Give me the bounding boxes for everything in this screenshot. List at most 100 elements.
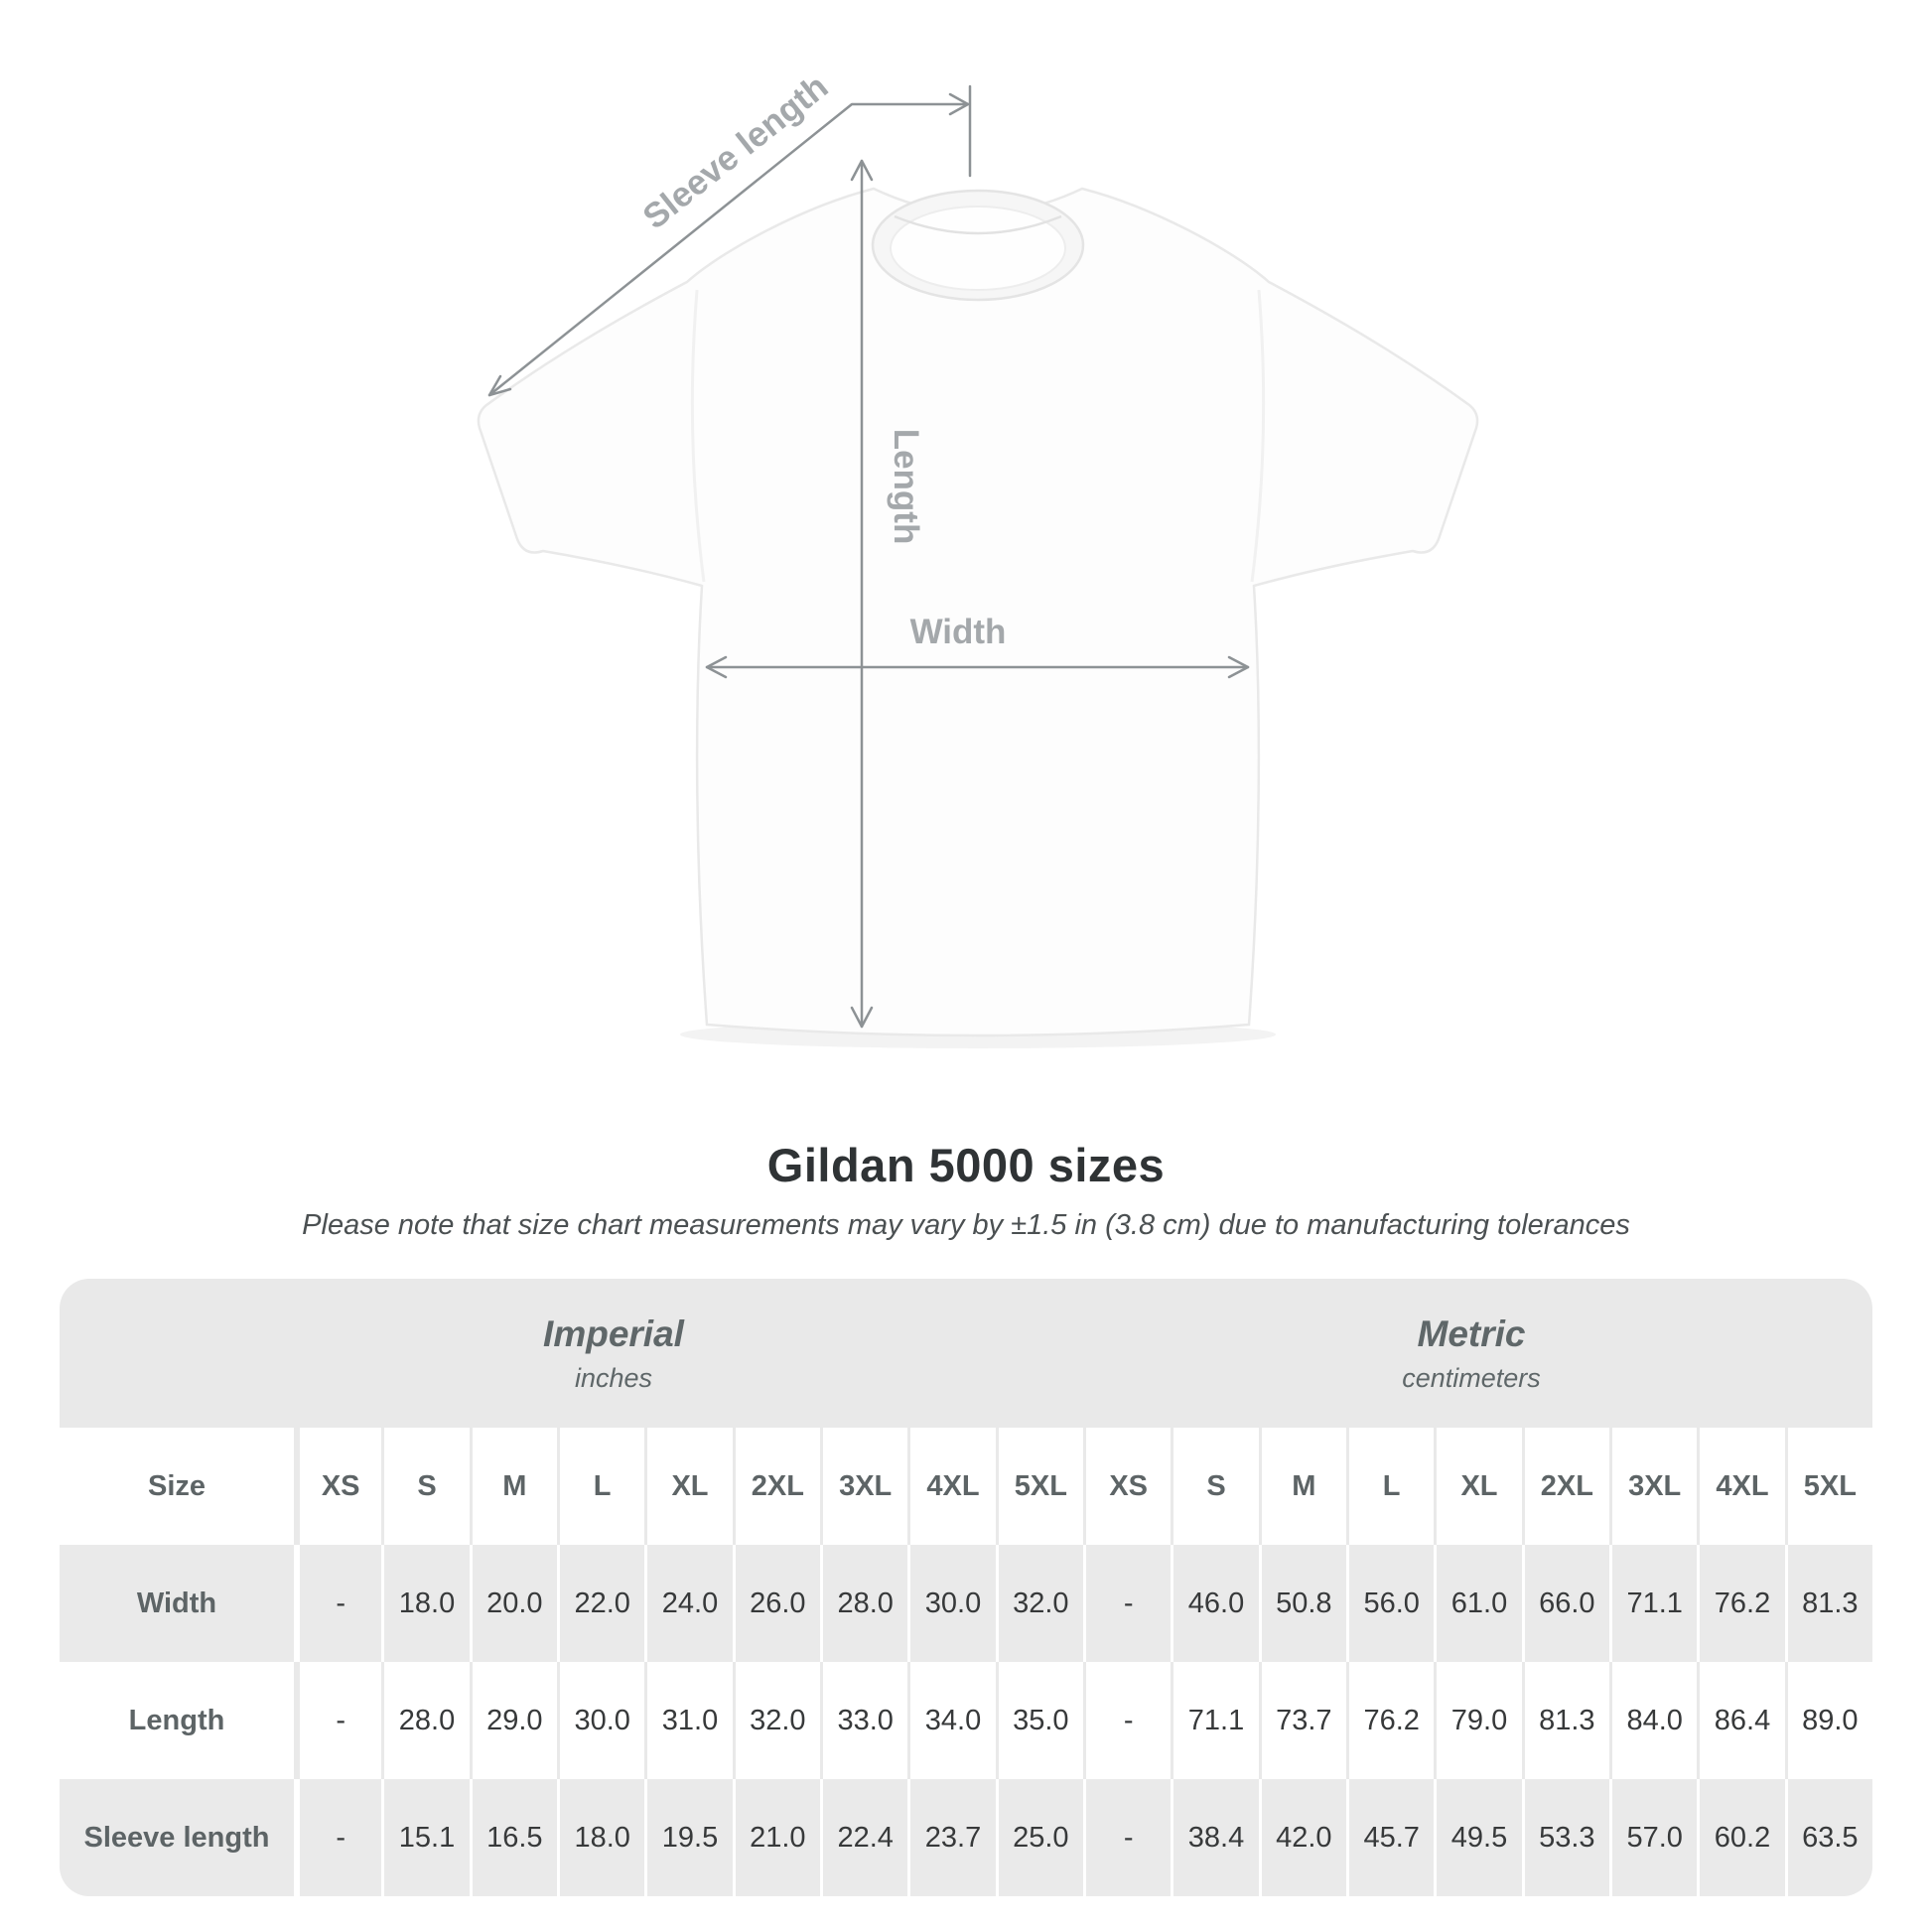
value-cell: 63.5 <box>1784 1779 1872 1896</box>
page-title: Gildan 5000 sizes <box>766 1139 1166 1191</box>
width-left-arrowhead <box>705 655 728 679</box>
value-cell: - <box>1083 1545 1172 1662</box>
value-cell: - <box>294 1779 382 1896</box>
value-cell: 18.0 <box>381 1545 470 1662</box>
sleeve-length-end-arrowhead <box>487 374 512 397</box>
value-cell: - <box>1083 1779 1172 1896</box>
value-cell: 66.0 <box>1521 1545 1609 1662</box>
value-cell: - <box>1083 1662 1172 1779</box>
width-right-arrowhead <box>1227 655 1250 679</box>
unit-header-band: Imperial inches Metric centimeters <box>60 1279 1872 1428</box>
value-cell: 81.3 <box>1784 1545 1872 1662</box>
tshirt-silhouette <box>477 187 1479 1037</box>
value-cell: 76.2 <box>1346 1662 1435 1779</box>
size-header-metric: 3XL <box>1609 1428 1698 1545</box>
value-cell: 23.7 <box>907 1779 996 1896</box>
value-cell: 45.7 <box>1346 1779 1435 1896</box>
value-cell: 19.5 <box>644 1779 733 1896</box>
value-cell: 28.0 <box>820 1545 908 1662</box>
value-cell: - <box>294 1662 382 1779</box>
size-header-metric: 5XL <box>1784 1428 1872 1545</box>
size-header-imperial: L <box>557 1428 645 1545</box>
value-cell: 28.0 <box>381 1662 470 1779</box>
size-table: Imperial inches Metric centimeters Size X… <box>60 1279 1872 1896</box>
size-header-metric: XL <box>1434 1428 1522 1545</box>
imperial-section-header: Imperial inches <box>415 1279 812 1428</box>
value-cell: 61.0 <box>1434 1545 1522 1662</box>
metric-section-header: Metric centimeters <box>1273 1279 1670 1428</box>
value-cell: 15.1 <box>381 1779 470 1896</box>
value-cell: 60.2 <box>1697 1779 1785 1896</box>
value-cell: 30.0 <box>557 1662 645 1779</box>
value-cell: 86.4 <box>1697 1662 1785 1779</box>
size-header-metric: 2XL <box>1521 1428 1609 1545</box>
row-label: Sleeve length <box>60 1779 294 1896</box>
size-header-imperial: 3XL <box>820 1428 908 1545</box>
size-header-imperial: 2XL <box>732 1428 820 1545</box>
length-label: Length <box>887 429 925 545</box>
value-cell: 21.0 <box>732 1779 820 1896</box>
size-header-metric: L <box>1346 1428 1435 1545</box>
value-cell: 18.0 <box>557 1779 645 1896</box>
value-cell: 24.0 <box>644 1545 733 1662</box>
value-cell: 20.0 <box>469 1545 557 1662</box>
size-header-metric: S <box>1171 1428 1259 1545</box>
right-sleeve-seam <box>1250 289 1266 583</box>
imperial-unit: inches <box>574 1362 653 1393</box>
value-cell: 31.0 <box>644 1662 733 1779</box>
size-header-imperial: XL <box>644 1428 733 1545</box>
collar-back-seam <box>894 214 1062 235</box>
value-cell: 76.2 <box>1697 1545 1785 1662</box>
size-header-metric: XS <box>1083 1428 1172 1545</box>
size-header-imperial: S <box>381 1428 470 1545</box>
value-cell: 34.0 <box>907 1662 996 1779</box>
value-cell: 22.4 <box>820 1779 908 1896</box>
metric-unit: centimeters <box>1402 1362 1541 1393</box>
value-cell: 16.5 <box>469 1779 557 1896</box>
value-cell: 53.3 <box>1521 1779 1609 1896</box>
measurement-arrows <box>487 84 1250 1029</box>
collar-inner <box>890 206 1066 291</box>
size-corner-header: Size <box>60 1428 294 1545</box>
value-cell: 81.3 <box>1521 1662 1609 1779</box>
imperial-label: Imperial <box>543 1312 684 1354</box>
value-cell: 56.0 <box>1346 1545 1435 1662</box>
row-label: Width <box>60 1545 294 1662</box>
value-cell: 71.1 <box>1171 1662 1259 1779</box>
width-label: Width <box>910 613 1007 651</box>
value-cell: 71.1 <box>1609 1545 1698 1662</box>
value-cell: 25.0 <box>995 1779 1083 1896</box>
value-cell: 79.0 <box>1434 1662 1522 1779</box>
value-cell: 30.0 <box>907 1545 996 1662</box>
value-cell: 84.0 <box>1609 1662 1698 1779</box>
size-header-imperial: 5XL <box>995 1428 1083 1545</box>
size-grid: Size XS S M L XL 2XL 3XL 4XL 5XL XS S M L XL 2XL 3XL 4XL 5… <box>60 1428 1872 1896</box>
value-cell: 32.0 <box>732 1662 820 1779</box>
value-cell: 73.7 <box>1258 1662 1346 1779</box>
value-cell: 49.5 <box>1434 1779 1522 1896</box>
value-cell: 50.8 <box>1258 1545 1346 1662</box>
size-header-metric: 4XL <box>1697 1428 1785 1545</box>
value-cell: 32.0 <box>995 1545 1083 1662</box>
size-header-imperial: M <box>469 1428 557 1545</box>
value-cell: 38.4 <box>1171 1779 1259 1896</box>
tolerance-note: Please note that size chart measurements… <box>302 1209 1630 1241</box>
value-cell: 57.0 <box>1609 1779 1698 1896</box>
length-bottom-arrowhead <box>850 1006 874 1029</box>
value-cell: 26.0 <box>732 1545 820 1662</box>
size-header-imperial: XS <box>294 1428 382 1545</box>
tshirt-measurement-diagram: Sleeve length Length Width <box>477 68 1479 1048</box>
size-header-metric: M <box>1258 1428 1346 1545</box>
size-header-imperial: 4XL <box>907 1428 996 1545</box>
metric-label: Metric <box>1417 1312 1526 1354</box>
value-cell: 22.0 <box>557 1545 645 1662</box>
left-sleeve-seam <box>690 289 706 583</box>
value-cell: 33.0 <box>820 1662 908 1779</box>
value-cell: 29.0 <box>469 1662 557 1779</box>
row-label: Length <box>60 1662 294 1779</box>
length-top-arrowhead <box>850 159 874 182</box>
sleeve-length-line <box>487 102 970 397</box>
value-cell: 35.0 <box>995 1662 1083 1779</box>
value-cell: 46.0 <box>1171 1545 1259 1662</box>
